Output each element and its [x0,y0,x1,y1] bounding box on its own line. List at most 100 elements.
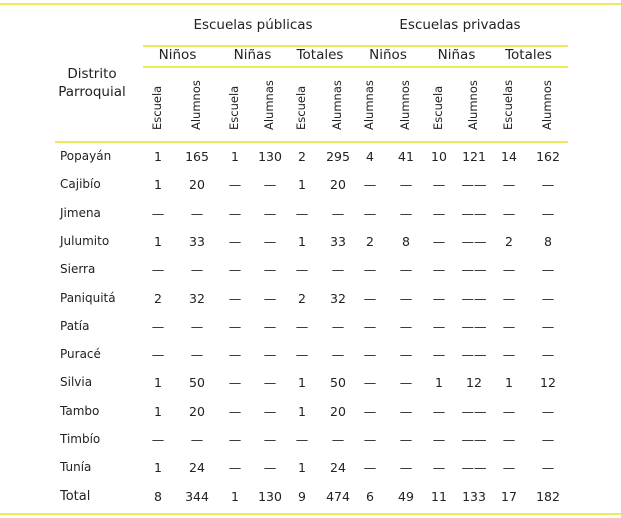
table-cell: — [541,177,555,193]
table-cell: — [502,262,516,278]
table-cell: — [295,432,309,447]
table-cell: — [363,347,377,363]
table-cell: — [432,403,446,419]
table-cell: — [432,290,446,306]
table-cell: — [541,347,555,363]
table-cell: — [541,205,555,221]
table-cell: 130 [258,488,282,504]
table-cell: — [151,347,165,363]
table-cell: — [263,347,277,363]
table-cell: — [399,177,413,193]
table-cell: 9 [298,488,306,504]
table-cell: 474 [326,488,350,504]
table-cell: 1 [154,233,162,249]
table-cell: — [190,262,204,278]
table-cell: 1 [154,460,162,476]
table-cell: 49 [398,488,414,504]
table-cell: 2 [298,149,306,164]
column-header: Alumnas [330,80,344,130]
table-cell: — [228,432,242,447]
row-label: Sierra [60,262,96,277]
table-cell: 1 [298,403,306,419]
table-cell: 1 [154,375,162,391]
table-cell: 41 [398,149,414,164]
table-cell: — [363,290,377,306]
table-cell: — [399,205,413,221]
table-cell: — [502,318,516,334]
table-cell: — [295,262,309,278]
table-cell: 1 [298,460,306,476]
table-cell: 2 [505,233,513,249]
table-cell: 8 [544,233,552,249]
table-cell: 12 [540,375,556,391]
table-cell: —— [461,318,487,334]
column-header: Alumnos [540,80,554,130]
column-header: Escuela [150,85,164,130]
row-header-line2: Parroquial [58,84,126,100]
table-cell: 33 [330,233,346,249]
row-label: Cajibío [60,177,101,192]
table-cell: — [151,262,165,278]
table-cell: — [502,177,516,193]
column-header: Alumnos [466,80,480,130]
table-cell: —— [461,205,487,221]
table-cell: 295 [326,149,350,164]
table-cell: — [399,318,413,334]
table-cell: — [190,432,204,447]
table-cell: — [502,290,516,306]
table-cell: 14 [501,149,517,164]
table-cell: 6 [366,488,374,504]
table-cell: — [502,403,516,419]
table-cell: 344 [185,488,209,504]
table-cell: — [432,262,446,278]
subgroup-header: Totales [505,47,552,63]
table-cell: 8 [402,233,410,249]
table-cell: 24 [330,460,346,476]
table-cell: 10 [431,149,447,164]
row-label: Silvia [60,375,93,390]
table-cell: — [190,347,204,363]
table-cell: — [363,432,377,447]
table-cell: 32 [189,290,205,306]
table-cell: — [363,318,377,334]
header-rule [55,141,568,143]
table-cell: 50 [189,375,205,391]
group-header: Escuelas públicas [193,17,313,33]
table-cell: 1 [154,403,162,419]
table-cell: — [228,460,242,476]
row-label: Tambo [60,403,100,418]
table-cell: — [432,347,446,363]
table-cell: 1 [231,149,239,164]
table-cell: — [151,432,165,447]
subgroup-header: Niñas [233,47,272,63]
table-cell: —— [461,177,487,193]
table-cell: 33 [189,233,205,249]
table-cell: 24 [189,460,205,476]
table-cell: — [295,205,309,221]
table-cell: — [363,177,377,193]
table-cell: 32 [330,290,346,306]
table-cell: 2 [298,290,306,306]
table-cell: — [295,318,309,334]
table-cell: — [399,403,413,419]
table-cell: — [263,318,277,334]
table-cell: 8 [154,488,162,504]
table-cell: — [541,403,555,419]
table-cell: —— [461,347,487,363]
table-cell: 11 [431,488,447,504]
table-cell: 1 [298,177,306,193]
table-cell: — [432,233,446,249]
table-cell: — [502,205,516,221]
table-cell: 1 [505,375,513,391]
table-cell: — [432,432,446,447]
row-header-line1: Distrito [67,66,117,82]
subgroup-rule [143,66,568,68]
table-cell: — [228,262,242,278]
table-cell: — [502,460,516,476]
table-cell: —— [461,262,487,278]
table-cell: — [363,403,377,419]
table-cell: — [399,290,413,306]
table-cell: — [263,460,277,476]
table-cell: — [541,262,555,278]
table-cell: — [363,375,377,391]
